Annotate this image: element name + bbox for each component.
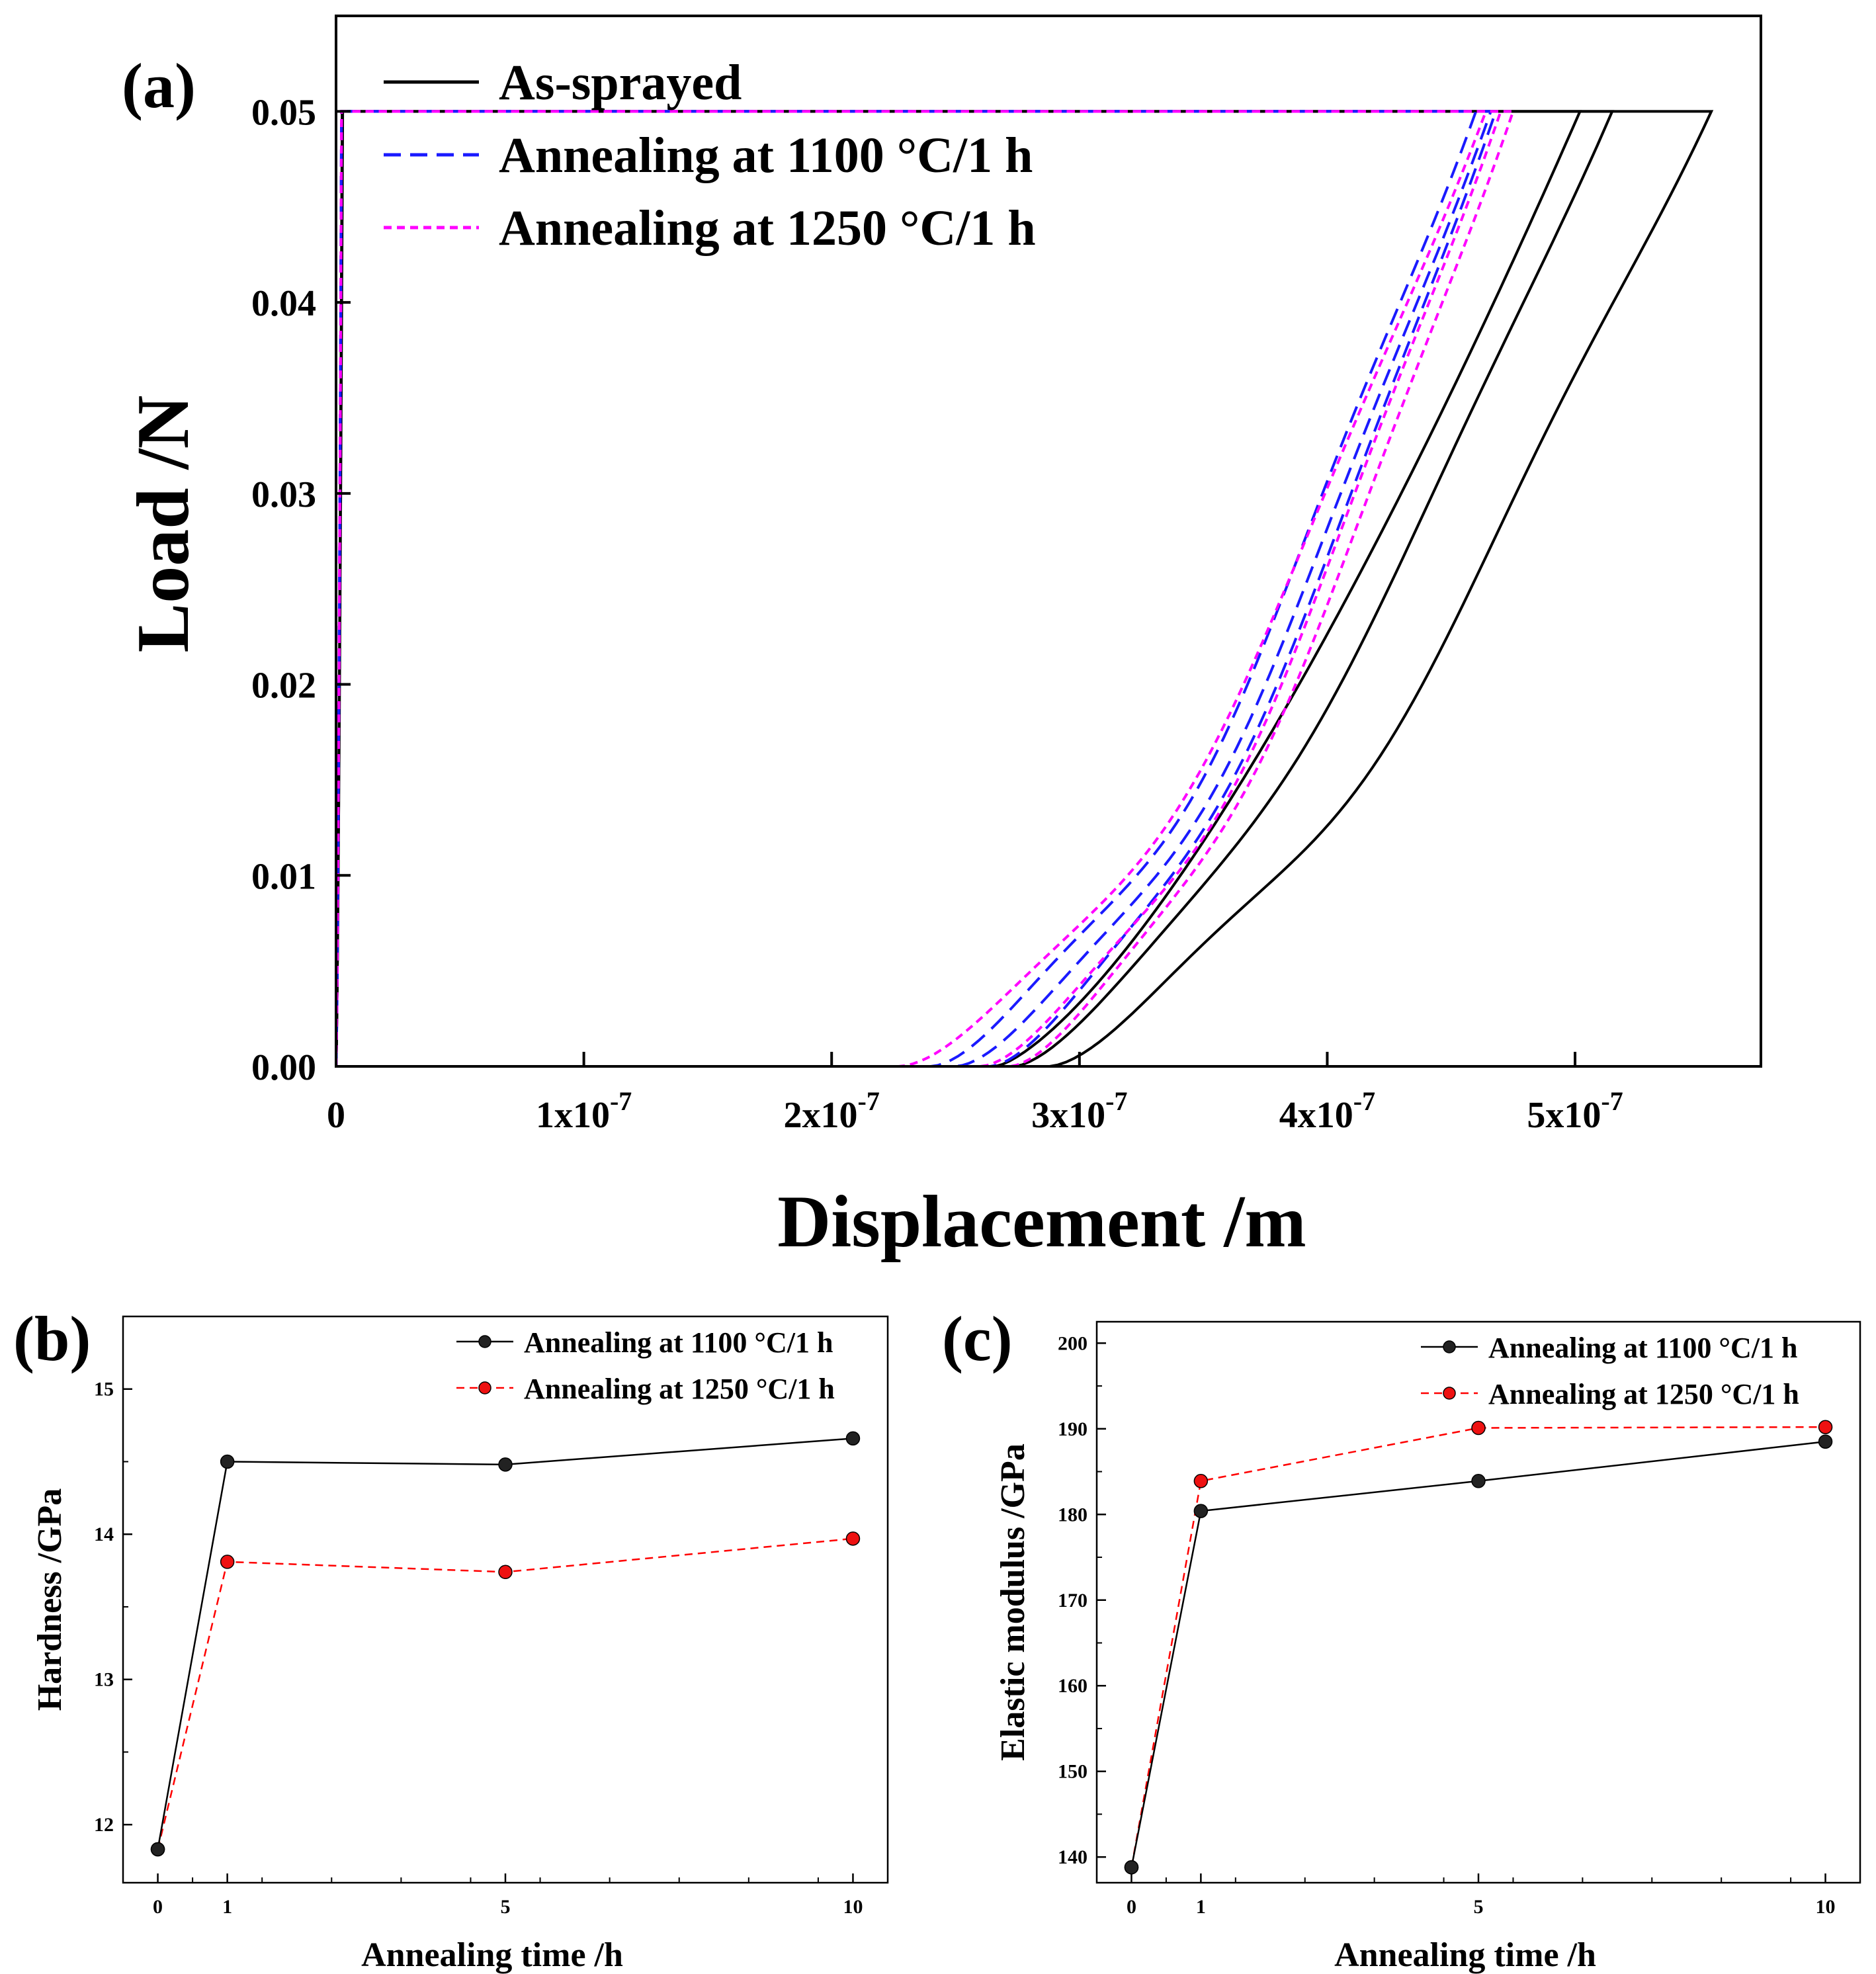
series-line-0 — [157, 1438, 853, 1850]
panel-label-b: (b) — [13, 1303, 91, 1374]
data-point-0-2 — [498, 1457, 513, 1472]
legend-label: Annealing at 1250 °C/1 h — [524, 1373, 835, 1405]
series-line-1 — [157, 1537, 853, 1850]
data-point-1-3 — [1818, 1420, 1833, 1434]
legend-marker — [1443, 1387, 1456, 1400]
data-point-0-3 — [1818, 1434, 1833, 1449]
data-point-1-2 — [498, 1565, 513, 1580]
x-tick-label: 0 — [327, 1095, 345, 1136]
load-displacement-curve-1-2 — [335, 110, 1498, 1068]
x-tick-label: 5x10-7 — [1527, 1086, 1623, 1136]
y-tick-label: 150 — [1058, 1761, 1087, 1783]
data-point-1-2 — [1471, 1420, 1486, 1436]
legend-label: Annealing at 1100 °C/1 h — [499, 128, 1033, 183]
panel-label-c: (c) — [942, 1303, 1013, 1374]
y-tick-label: 12 — [94, 1814, 114, 1836]
y-tick-label: 13 — [94, 1669, 114, 1691]
data-point-0-1 — [220, 1454, 235, 1469]
x-tick-label-base: 2x10 — [784, 1095, 858, 1136]
x-tick-label: 10 — [1816, 1896, 1836, 1918]
y-tick-label: 200 — [1058, 1332, 1087, 1354]
x-tick-label-base: 1x10 — [536, 1095, 610, 1136]
x-axis-title: Displacement /m — [777, 1181, 1306, 1263]
y-tick-label: 0.04 — [251, 283, 316, 324]
series-line-0 — [1130, 1441, 1826, 1867]
y-axis-title: Hardness /GPa — [31, 1488, 69, 1711]
data-point-1-3 — [845, 1531, 861, 1546]
y-tick-label: 0.00 — [251, 1047, 316, 1088]
data-point-0-2 — [1471, 1474, 1486, 1488]
series-line-1 — [1130, 1426, 1826, 1867]
legend-label: As-sprayed — [499, 55, 742, 110]
x-axis-title: Annealing time /h — [1334, 1936, 1596, 1974]
legend-marker — [478, 1335, 491, 1348]
y-tick-label: 0.05 — [251, 92, 316, 133]
x-tick-label: 1 — [1196, 1896, 1206, 1918]
panel-c: 140 150 160 170 180 190 200 0 1 5 10 Annealing at 1… — [942, 1303, 1861, 1974]
legend-label: Annealing at 1100 °C/1 h — [524, 1326, 833, 1359]
data-point-0-0 — [1124, 1860, 1139, 1875]
y-tick-label: 0.02 — [251, 665, 316, 707]
x-tick-label: 10 — [843, 1896, 863, 1918]
y-axis-title: Elastic modulus /GPa — [994, 1443, 1032, 1761]
x-tick-label: 1x10-7 — [536, 1086, 632, 1136]
load-displacement-curve-1-1 — [335, 110, 1493, 1068]
x-tick-label: 2x10-7 — [784, 1086, 880, 1136]
x-tick-label-exponent: -7 — [1353, 1086, 1375, 1116]
x-tick-label-base: 5x10 — [1527, 1095, 1601, 1136]
x-tick-label: 0 — [1127, 1896, 1136, 1918]
y-tick-label: 15 — [94, 1379, 114, 1400]
y-tick-label: 190 — [1058, 1418, 1087, 1440]
x-tick-label-exponent: -7 — [1105, 1086, 1127, 1116]
x-tick-label: 5 — [501, 1896, 511, 1918]
data-point-0-0 — [150, 1842, 165, 1857]
legend-marker — [478, 1381, 491, 1395]
x-tick-label: 4x10-7 — [1279, 1086, 1375, 1136]
x-tick-label-base: 4x10 — [1279, 1095, 1353, 1136]
y-axis-title: Load /N — [122, 396, 204, 653]
y-tick-label: 0.03 — [251, 474, 316, 515]
data-point-1-1 — [1193, 1474, 1209, 1488]
x-tick-label-base: 3x10 — [1031, 1095, 1105, 1136]
x-tick-label: 1 — [222, 1896, 232, 1918]
x-tick-label: 5 — [1474, 1896, 1484, 1918]
x-tick-label-exponent: -7 — [610, 1086, 632, 1116]
x-axis-title: Annealing time /h — [361, 1936, 623, 1974]
legend-marker — [1443, 1340, 1456, 1353]
y-tick-label: 170 — [1058, 1590, 1087, 1611]
y-tick-label: 14 — [94, 1523, 114, 1545]
plot-frame — [335, 15, 1762, 1068]
legend-label: Annealing at 1100 °C/1 h — [1488, 1332, 1797, 1364]
y-tick-label: 180 — [1058, 1504, 1087, 1525]
y-tick-label: 0.01 — [251, 856, 316, 897]
x-tick-label: 0 — [153, 1896, 163, 1918]
x-tick-label-exponent: -7 — [1601, 1086, 1623, 1116]
panel-a: 0.000.010.020.030.040.050 1x10-7 2x10-7 3x1… — [122, 15, 1762, 1263]
data-point-1-1 — [220, 1555, 235, 1569]
x-tick-label: 3x10-7 — [1031, 1086, 1127, 1136]
load-displacement-curve-2-2 — [335, 110, 1515, 1068]
x-tick-label-exponent: -7 — [858, 1086, 880, 1116]
y-tick-label: 140 — [1058, 1846, 1087, 1868]
panel-label-a: (a) — [122, 50, 196, 121]
data-point-0-1 — [1193, 1504, 1209, 1518]
legend-label: Annealing at 1250 °C/1 h — [1488, 1378, 1799, 1410]
y-tick-label: 160 — [1058, 1675, 1087, 1697]
data-point-0-3 — [845, 1431, 861, 1446]
legend-label: Annealing at 1250 °C/1 h — [499, 200, 1036, 256]
